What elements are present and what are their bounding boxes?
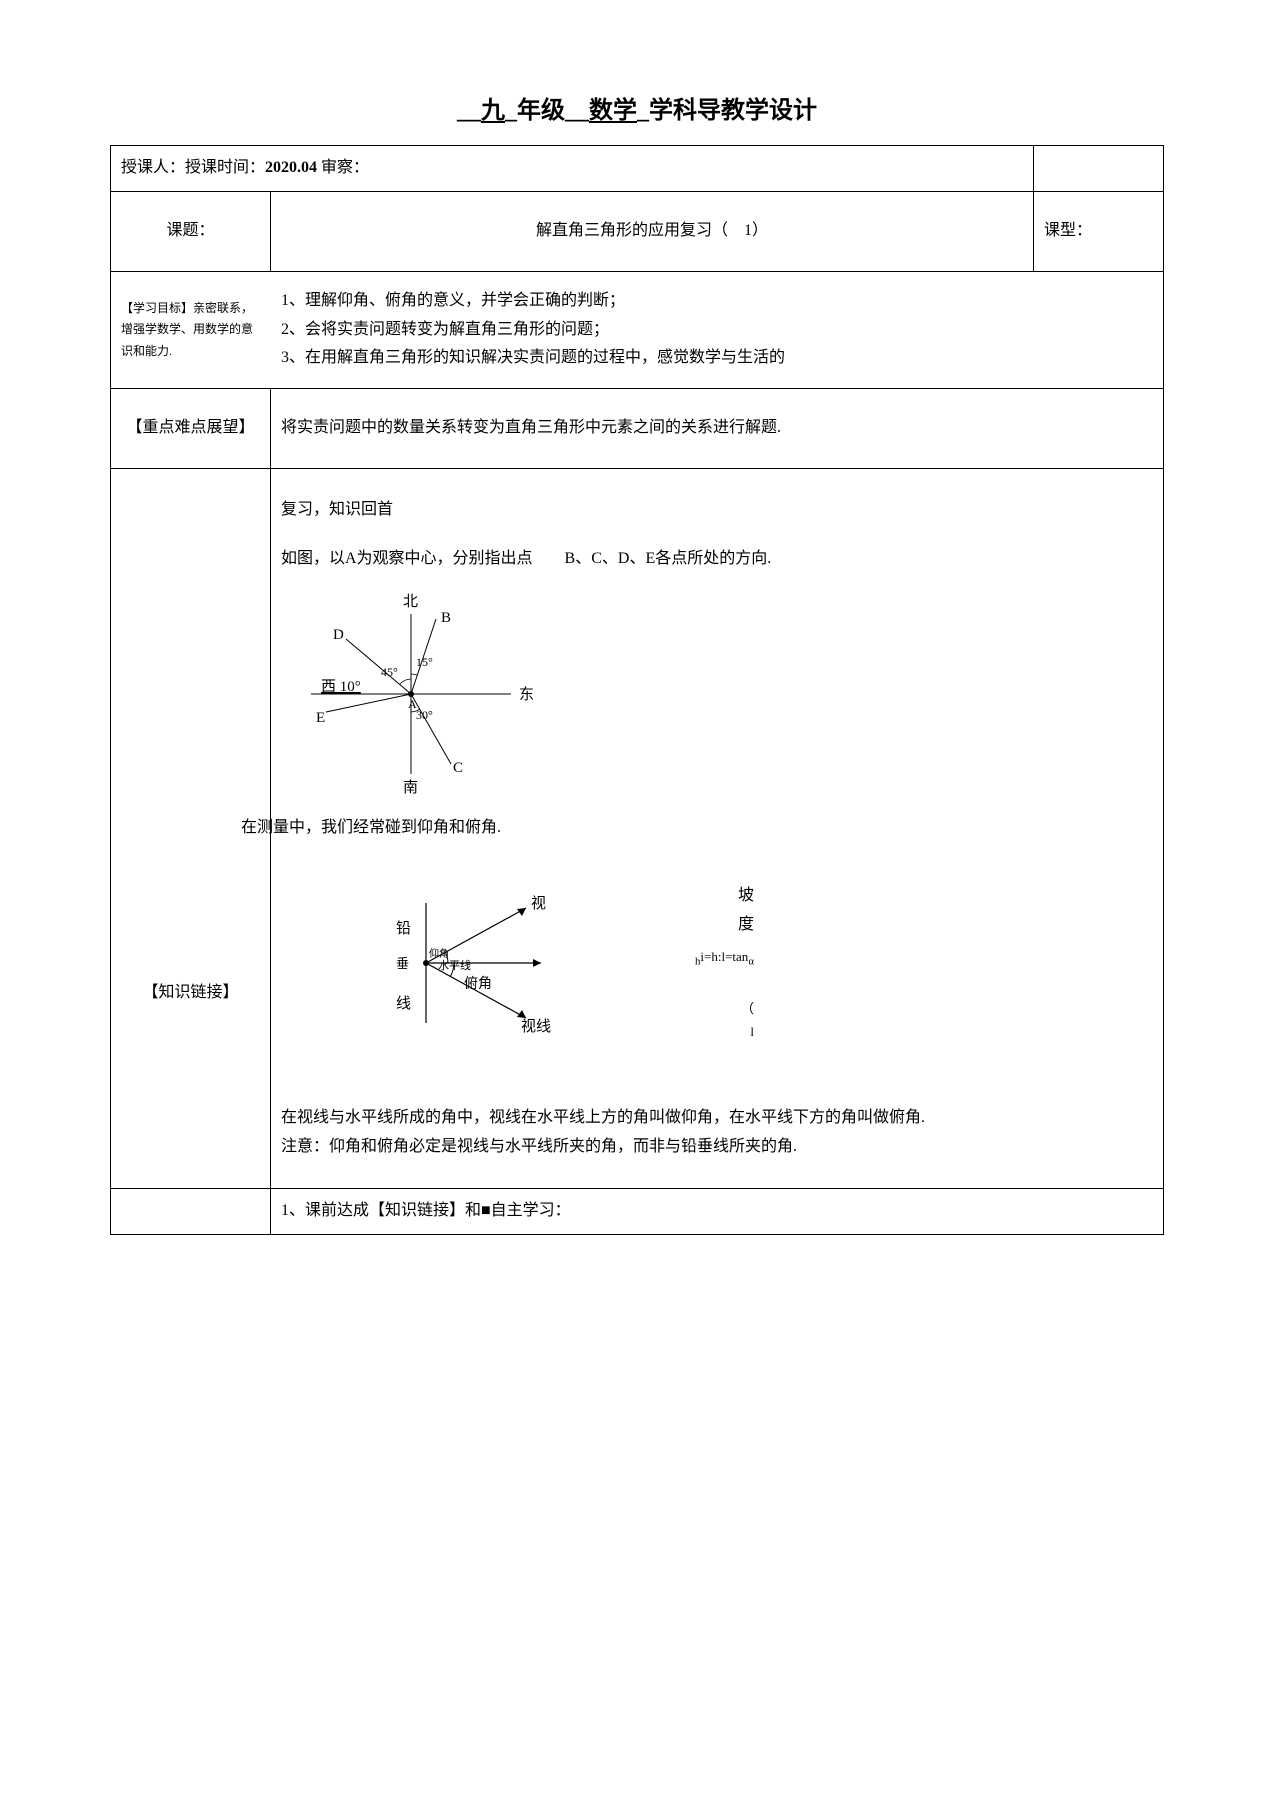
subject-label: 学科导教学设计	[649, 98, 817, 124]
slope-label-1: 坡	[738, 887, 754, 904]
measure-text: 在测量中，我们经常碰到仰角和俯角.	[241, 814, 1153, 843]
title-sep3: _	[637, 98, 649, 124]
angle-45: 45°	[381, 665, 398, 679]
review-text: 复习，知识回首	[281, 496, 1153, 525]
topic-label: 课题：	[111, 191, 271, 271]
compass-diagram: 北 南 东 西 10° B C D E A 15° 45° 30°	[281, 584, 561, 804]
vertical-3: 线	[396, 995, 411, 1012]
footer-text: 1、课前达成【知识链接】和■自主学习：	[271, 1189, 1164, 1235]
date: 2020.04	[265, 159, 317, 176]
header-empty	[1034, 146, 1164, 192]
keypoints-content: 将实责问题中的数量关系转变为直角三角形中元素之间的关系进行解题.	[271, 389, 1164, 469]
south-label: 南	[403, 779, 418, 796]
west-label: 西 10°	[321, 679, 361, 695]
knowledge-content: 复习，知识回首 如图，以A为观察中心，分别指出点 B、C、D、E各点所处的方向.…	[271, 469, 1164, 1189]
horizontal-label: 水平线	[438, 958, 471, 972]
objectives-row: 【学习目标】亲密联系，增强学数学、用数学的意识和能力. 1、理解仰角、俯角的意义…	[111, 271, 1164, 388]
e-label: E	[316, 710, 325, 726]
angle-15: 15°	[416, 655, 433, 669]
grade: 九	[481, 98, 505, 124]
objective-2: 2、会将实责问题转变为解直角三角形的问题；	[281, 316, 1153, 345]
footer-label	[111, 1189, 271, 1235]
depression-label: 俯角	[464, 976, 492, 992]
explanation-1: 在视线与水平线所成的角中，视线在水平线上方的角叫做仰角，在水平线下方的角叫做俯角…	[281, 1104, 1153, 1133]
instructor-label: 授课人：授课时间：	[121, 159, 265, 176]
type-label: 课型：	[1034, 191, 1164, 271]
slope-formula: i=h:l=tan	[700, 949, 748, 964]
slope-paren: （	[741, 1001, 754, 1016]
lesson-plan-table: 授课人：授课时间：2020.04 审察： 课题： 解直角三角形的应用复习（ 1）…	[110, 145, 1164, 1235]
compass-intro: 如图，以A为观察中心，分别指出点 B、C、D、E各点所处的方向.	[281, 545, 1153, 574]
topic: 解直角三角形的应用复习（ 1）	[271, 191, 1034, 271]
objective-1: 1、理解仰角、俯角的意义，并学会正确的判断；	[281, 287, 1153, 316]
elevation-label: 仰角	[429, 948, 449, 960]
title-sep: _	[505, 98, 517, 124]
c-label: C	[453, 760, 463, 776]
vertical-2: 垂	[396, 956, 409, 971]
vertical-1: 铅	[396, 920, 411, 937]
sight-up: 视	[531, 895, 546, 912]
sight-down: 视线	[521, 1018, 551, 1035]
objectives-label-text: 【学习目标】	[121, 301, 193, 315]
slope-label-2: 度	[738, 916, 754, 933]
slope-alpha: α	[748, 956, 754, 968]
objective-3: 3、在用解直角三角形的知识解决实责问题的过程中，感觉数学与生活的	[281, 344, 1153, 373]
header-info-cell: 授课人：授课时间：2020.04 审察：	[111, 146, 1034, 192]
east-label: 东	[519, 686, 534, 703]
north-label: 北	[403, 593, 418, 610]
keypoints-label: 【重点难点展望】	[111, 389, 271, 469]
grade-label: 年级	[517, 98, 565, 124]
subject: 数学	[589, 98, 637, 124]
angle-diagram: 视 铅 垂 线 仰角 水平线 俯角 视线	[371, 888, 591, 1038]
explanation-2: 注意：仰角和俯角必定是视线与水平线所夹的角，而非与铅垂线所夹的角.	[281, 1133, 1153, 1162]
knowledge-label-text: 【知识链接】	[121, 979, 260, 1008]
review-label: 审察：	[321, 159, 369, 176]
slope-l: l	[750, 1024, 754, 1039]
b-label: B	[441, 610, 451, 626]
title-sep2: __	[565, 98, 589, 124]
objectives-content: 1、理解仰角、俯角的意义，并学会正确的判断； 2、会将实责问题转变为解直角三角形…	[271, 272, 1163, 388]
objectives-label: 【学习目标】亲密联系，增强学数学、用数学的意识和能力.	[111, 290, 271, 371]
d-label: D	[333, 627, 344, 643]
slope-box: 坡 度 hi=h:l=tanα （ l	[695, 882, 754, 1043]
title-prefix: __	[457, 98, 481, 124]
